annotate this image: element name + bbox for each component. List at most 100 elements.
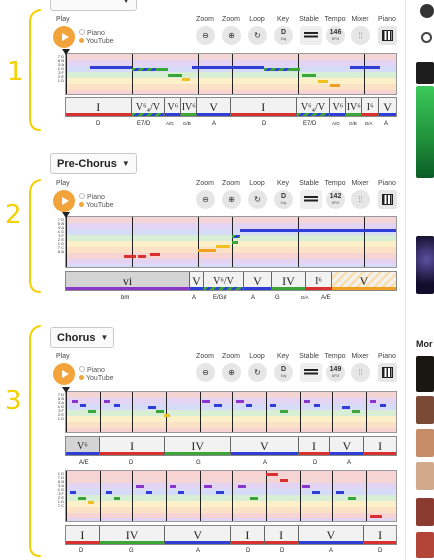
chord-strip[interactable]: I V⁶₄/V V⁶ IV⁶ V I V⁶₄/V V⁶ IV⁶ I⁶ V bbox=[65, 97, 397, 117]
sidebar-thumbnail[interactable] bbox=[416, 498, 434, 526]
chord[interactable]: IV⁶ bbox=[346, 98, 363, 116]
piano-view-label: Piano bbox=[378, 353, 396, 360]
section-dropdown[interactable]: Chorus ▼ bbox=[50, 327, 114, 348]
piano-view-button[interactable] bbox=[378, 26, 397, 45]
mixer-button[interactable]: ⫶⫶ bbox=[351, 190, 370, 209]
source-youtube-option[interactable]: YouTube bbox=[79, 202, 114, 210]
play-button[interactable] bbox=[53, 26, 75, 48]
piano-view-button[interactable] bbox=[378, 363, 397, 382]
section-dropdown[interactable]: Pre-Chorus ▼ bbox=[50, 153, 137, 174]
key-button[interactable]: D Maj bbox=[274, 190, 293, 209]
sidebar-settings-icon[interactable] bbox=[421, 32, 432, 43]
radio-icon bbox=[79, 366, 85, 372]
chord[interactable]: I bbox=[99, 437, 166, 455]
source-toggle[interactable]: Piano YouTube bbox=[79, 193, 114, 210]
chord[interactable]: V⁶ bbox=[165, 98, 182, 116]
chord[interactable]: V bbox=[190, 272, 204, 290]
sidebar-thumbnail[interactable] bbox=[416, 236, 434, 294]
source-toggle[interactable]: Piano YouTube bbox=[79, 366, 114, 383]
chord[interactable]: I bbox=[364, 437, 396, 455]
loop-button[interactable]: ↻ bbox=[248, 363, 267, 382]
key-button[interactable]: D Maj bbox=[274, 26, 293, 45]
chord[interactable]: V⁶/V bbox=[204, 272, 244, 290]
sidebar-thumbnail[interactable] bbox=[416, 86, 434, 178]
piano-roll[interactable] bbox=[65, 53, 397, 95]
chord[interactable]: IV bbox=[272, 272, 306, 290]
zoom-out-button[interactable]: ⊖ bbox=[196, 363, 215, 382]
stable-button[interactable] bbox=[300, 26, 322, 45]
playhead-marker[interactable] bbox=[62, 212, 70, 218]
chord-strip[interactable]: V⁶ I IV V I V I bbox=[65, 436, 397, 456]
chord[interactable]: V⁶₄/V bbox=[296, 98, 331, 116]
chord[interactable]: I bbox=[66, 526, 100, 544]
piano-keys-icon bbox=[382, 194, 393, 205]
chord[interactable]: V⁶ bbox=[66, 437, 100, 455]
chord-strip[interactable]: vi V V⁶/V V IV I⁶ V bbox=[65, 271, 397, 291]
chord[interactable]: I bbox=[231, 98, 297, 116]
sidebar-thumbnail[interactable] bbox=[416, 62, 434, 84]
play-button[interactable] bbox=[53, 190, 75, 212]
chord-names: D G A D D A D bbox=[79, 548, 383, 554]
chord[interactable]: IV bbox=[99, 526, 166, 544]
chord[interactable]: V bbox=[332, 272, 396, 290]
chord[interactable]: V bbox=[244, 272, 272, 290]
piano-roll[interactable] bbox=[65, 216, 397, 268]
chord[interactable]: V bbox=[165, 526, 231, 544]
tempo-button[interactable]: 149 BPM bbox=[326, 363, 345, 382]
chord[interactable]: I bbox=[298, 437, 331, 455]
piano-roll[interactable] bbox=[65, 391, 397, 433]
piano-view-button[interactable] bbox=[378, 190, 397, 209]
source-piano-option[interactable]: Piano bbox=[79, 366, 114, 375]
loop-button[interactable]: ↻ bbox=[248, 190, 267, 209]
stable-button[interactable] bbox=[300, 363, 322, 382]
chord[interactable]: V bbox=[298, 526, 365, 544]
play-button[interactable] bbox=[53, 363, 75, 385]
sidebar-user-icon[interactable] bbox=[420, 4, 434, 18]
chord[interactable]: I⁶ bbox=[306, 272, 332, 290]
mixer-button[interactable]: ⫶⫶ bbox=[351, 363, 370, 382]
zoom-out-button[interactable]: ⊖ bbox=[196, 190, 215, 209]
chord[interactable]: I⁶ bbox=[362, 98, 380, 116]
chord[interactable]: I bbox=[66, 98, 132, 116]
sidebar-thumbnail[interactable] bbox=[416, 532, 434, 558]
key-button[interactable]: D Maj bbox=[274, 363, 293, 382]
sidebar-thumbnail[interactable] bbox=[416, 356, 434, 392]
chord[interactable]: V⁶₄/V bbox=[131, 98, 166, 116]
chord[interactable]: IV bbox=[165, 437, 231, 455]
loop-label: Loop bbox=[249, 16, 265, 23]
tempo-button[interactable]: 142 BPM bbox=[326, 190, 345, 209]
chord[interactable]: I bbox=[230, 526, 265, 544]
sidebar-thumbnail[interactable] bbox=[416, 462, 434, 490]
chord[interactable]: V bbox=[379, 98, 396, 116]
section-dropdown[interactable]: ▼ bbox=[50, 0, 137, 11]
source-toggle[interactable]: Piano YouTube bbox=[79, 29, 114, 46]
source-piano-option[interactable]: Piano bbox=[79, 29, 114, 38]
zoom-in-label: Zoom bbox=[222, 16, 240, 23]
chord[interactable]: V bbox=[230, 437, 299, 455]
sidebar-thumbnail[interactable] bbox=[416, 429, 434, 457]
chord-strip[interactable]: I IV V I I V I bbox=[65, 525, 397, 545]
tempo-button[interactable]: 146 BPM bbox=[326, 26, 345, 45]
loop-button[interactable]: ↻ bbox=[248, 26, 267, 45]
zoom-in-button[interactable]: ⊕ bbox=[222, 363, 241, 382]
playhead-marker[interactable] bbox=[62, 387, 70, 393]
piano-roll[interactable] bbox=[65, 470, 397, 522]
playhead-marker[interactable] bbox=[62, 49, 70, 55]
chord[interactable]: I bbox=[264, 526, 299, 544]
zoom-out-button[interactable]: ⊖ bbox=[196, 26, 215, 45]
sidebar-thumbnail[interactable] bbox=[416, 396, 434, 424]
chord[interactable]: V bbox=[330, 437, 365, 455]
chord[interactable]: vi bbox=[66, 272, 190, 290]
mixer-button[interactable]: ⫶⫶ bbox=[351, 26, 370, 45]
chord[interactable]: I bbox=[364, 526, 396, 544]
stable-button[interactable] bbox=[300, 190, 322, 209]
zoom-in-button[interactable]: ⊕ bbox=[222, 26, 241, 45]
source-youtube-option[interactable]: YouTube bbox=[79, 375, 114, 383]
chord[interactable]: IV⁶ bbox=[181, 98, 198, 116]
source-youtube-option[interactable]: YouTube bbox=[79, 38, 114, 46]
zoom-in-button[interactable]: ⊕ bbox=[222, 190, 241, 209]
chord[interactable]: V⁶ bbox=[330, 98, 347, 116]
source-piano-option[interactable]: Piano bbox=[79, 193, 114, 202]
chord[interactable]: V bbox=[197, 98, 231, 116]
